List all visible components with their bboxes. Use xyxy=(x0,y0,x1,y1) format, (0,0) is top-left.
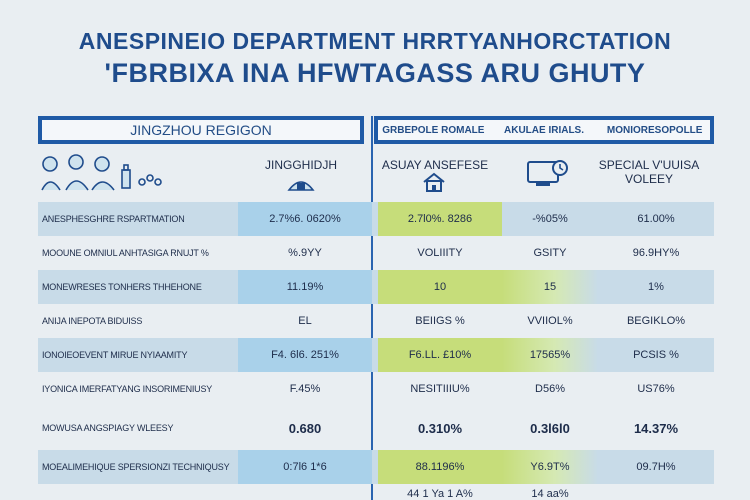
row-value-2: VOLIIITY xyxy=(417,247,463,259)
row-value-3: -%05% xyxy=(532,213,568,225)
row-value-2: BEIIGS % xyxy=(415,315,465,327)
table-row: IONOIEOEVENT MIRUE NYIAAMITY F4. 6l6. 25… xyxy=(38,338,714,372)
table-row: ANESPHESGHRE RSPARTMATION 2.7%6. 0620% 2… xyxy=(38,202,714,236)
row-value-3: 14 aa% xyxy=(531,488,569,500)
row-value-2: 10 xyxy=(378,270,502,304)
row-value-1: 0.680 xyxy=(288,420,322,436)
row-value-1 xyxy=(238,488,372,500)
right-col-header-3: SPECIAL V'UUISA VOLEEY xyxy=(598,158,700,186)
right-panel-header-row: GRBEPOLE ROMALE AKULAE IRIALS. MONIORESO… xyxy=(378,120,710,140)
row-value-2: 2.7l0%. 8286 xyxy=(378,202,502,236)
ambulance-icon xyxy=(287,181,315,191)
row-value-4 xyxy=(598,488,714,500)
row-label: MOOUNE OMNIUL ANHTASIGA RNUJT % xyxy=(42,248,209,258)
row-value-4: 96.9HY% xyxy=(632,247,680,259)
row-label: IYONICA IMERFATYANG INSORIMENIUSY xyxy=(42,384,213,394)
row-value-4: 1% xyxy=(648,281,664,293)
left-panel-header: JINGZHOU REGIGON xyxy=(38,116,364,144)
row-value-1: %.9YY xyxy=(288,247,322,259)
row-value-3: VVIIOL% xyxy=(527,315,573,327)
right-header-col-1: GRBEPOLE ROMALE xyxy=(382,124,485,136)
table-row: 44 1 Ya 1 A% 14 aa% xyxy=(38,488,714,500)
row-value-3: GSITY xyxy=(533,247,567,259)
row-value-1: F4. 6l6. 251% xyxy=(238,338,372,372)
row-label: ANESPHESGHRE RSPARTMATION xyxy=(42,214,185,224)
row-value-4: PCSIS % xyxy=(633,349,679,361)
row-value-1: EL xyxy=(298,315,312,327)
row-value-2: F6.LL. £10% xyxy=(378,338,502,372)
row-label: ANIJA INEPOTA BIDUISS xyxy=(42,316,143,326)
monitor-clock-icon xyxy=(527,160,568,186)
row-value-3: 0.3l6l0 xyxy=(530,420,570,436)
table-row: MOOUNE OMNIUL ANHTASIGA RNUJT % %.9YY VO… xyxy=(38,236,714,270)
row-value-1: 0:7l6 1*6 xyxy=(238,450,372,484)
table-row: ANIJA INEPOTA BIDUISS EL BEIIGS % VVIIOL… xyxy=(38,304,714,338)
table-row: MOEALIMEHIQUE SPERSIONZI TECHNIQUSY 0:7l… xyxy=(38,450,714,484)
house-icon xyxy=(423,172,445,192)
row-value-3: 15 xyxy=(502,270,598,304)
table-row: MOWUSA ANGSPIAGY WLEESY 0.680 0.310% 0.3… xyxy=(38,406,714,450)
row-value-4: BEGIKLO% xyxy=(626,315,686,327)
left-col-header: JINGGHIDJH xyxy=(265,158,337,172)
right-col-header-1: ASUAY ANSEFESE xyxy=(381,158,489,172)
row-value-2: 0.310% xyxy=(417,420,463,436)
row-value-3: 17565% xyxy=(502,338,598,372)
right-header-col-3: MONIORESOPOLLE xyxy=(606,124,703,136)
row-label: MOWUSA ANGSPIAGY WLEESY xyxy=(42,423,174,433)
row-label: MOEALIMEHIQUE SPERSIONZI TECHNIQUSY xyxy=(42,462,230,472)
row-value-4: US76% xyxy=(637,383,675,395)
row-value-4: 09.7H% xyxy=(636,461,676,473)
row-value-3: Y6.9T% xyxy=(502,450,598,484)
row-value-2: 44 1 Ya 1 A% xyxy=(407,488,473,500)
row-label: MONEWRESES TONHERS THHEHONE xyxy=(42,282,202,292)
row-value-4: 14.37% xyxy=(633,420,679,436)
table-row: MONEWRESES TONHERS THHEHONE 11.19% 10 15… xyxy=(38,270,714,304)
left-panel-title: JINGZHOU REGIGON xyxy=(42,120,360,140)
row-value-3: D56% xyxy=(535,383,565,395)
row-label xyxy=(42,488,238,500)
row-value-4: 61.00% xyxy=(637,213,675,225)
table-row: IYONICA IMERFATYANG INSORIMENIUSY F.45% … xyxy=(38,372,714,406)
medical-staff-icons xyxy=(41,154,162,191)
row-value-1: F.45% xyxy=(289,383,321,395)
row-value-1: 2.7%6. 0620% xyxy=(238,202,372,236)
row-value-1: 11.19% xyxy=(238,270,372,304)
row-value-2: 88.1196% xyxy=(378,450,502,484)
page-title: ANESPINEIO DEPARTMENT HRRTYANHORCTATION xyxy=(78,28,672,54)
row-value-2: NESITIIIU% xyxy=(410,383,470,395)
right-header-col-2: AKULAE IRIALS. xyxy=(504,124,584,136)
panel-divider xyxy=(371,116,373,500)
page-subtitle: 'FBRBIXA INA HFWTAGASS ARU GHUTY xyxy=(104,58,646,88)
right-panel-header: GRBEPOLE ROMALE AKULAE IRIALS. MONIORESO… xyxy=(374,116,714,144)
row-label: IONOIEOEVENT MIRUE NYIAAMITY xyxy=(42,350,188,360)
